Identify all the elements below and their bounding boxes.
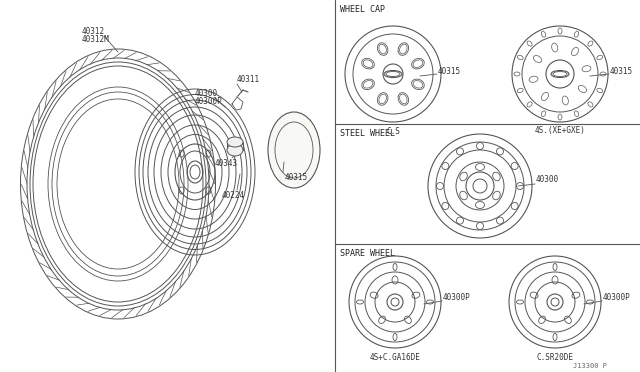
Text: 40315: 40315	[285, 173, 308, 183]
Text: 4S.(XE+GXE): 4S.(XE+GXE)	[534, 126, 586, 135]
Text: 40300P: 40300P	[443, 292, 471, 301]
Text: 40224: 40224	[222, 192, 245, 201]
Text: 40315: 40315	[610, 67, 633, 76]
Text: 40300: 40300	[536, 176, 559, 185]
Text: C.SR20DE: C.SR20DE	[536, 353, 573, 362]
Text: C.S: C.S	[386, 126, 400, 135]
Text: STEEL WHEEL: STEEL WHEEL	[340, 129, 395, 138]
Ellipse shape	[268, 112, 320, 188]
Ellipse shape	[227, 144, 243, 156]
Text: 40312: 40312	[82, 28, 105, 36]
Text: 40312M: 40312M	[82, 35, 109, 45]
Ellipse shape	[227, 137, 243, 147]
Text: 40300P: 40300P	[195, 97, 223, 106]
Text: 40311: 40311	[237, 76, 260, 84]
Text: WHEEL CAP: WHEEL CAP	[340, 6, 385, 15]
Text: 40300P: 40300P	[603, 292, 631, 301]
Text: 40343: 40343	[215, 160, 238, 169]
Text: 4S+C.GA16DE: 4S+C.GA16DE	[369, 353, 420, 362]
Text: J13300 P: J13300 P	[573, 363, 607, 369]
Ellipse shape	[275, 122, 313, 178]
Text: SPARE WHEEL: SPARE WHEEL	[340, 250, 395, 259]
Text: 40315: 40315	[438, 67, 461, 76]
Text: 40300: 40300	[195, 90, 218, 99]
Polygon shape	[232, 97, 243, 110]
